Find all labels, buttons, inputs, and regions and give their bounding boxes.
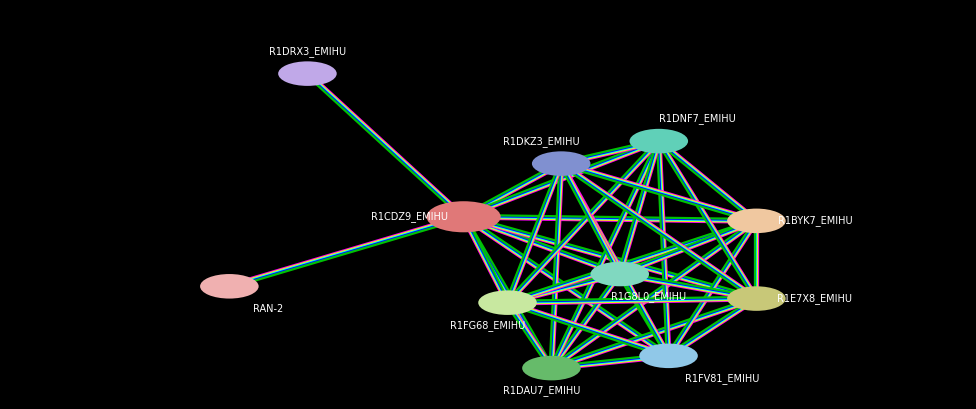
Circle shape [278,61,337,86]
Text: R1G8L0_EMIHU: R1G8L0_EMIHU [612,291,686,302]
Text: R1E7X8_EMIHU: R1E7X8_EMIHU [778,293,852,304]
Text: RAN-2: RAN-2 [254,304,283,314]
Circle shape [200,274,259,299]
Text: R1DNF7_EMIHU: R1DNF7_EMIHU [660,113,736,124]
Text: R1BYK7_EMIHU: R1BYK7_EMIHU [778,216,852,226]
Text: R1FV81_EMIHU: R1FV81_EMIHU [685,373,759,384]
Circle shape [532,151,590,176]
Text: R1DKZ3_EMIHU: R1DKZ3_EMIHU [504,136,580,146]
Circle shape [727,286,786,311]
Text: R1FG68_EMIHU: R1FG68_EMIHU [450,320,526,330]
Circle shape [590,262,649,286]
Circle shape [522,356,581,380]
Circle shape [727,209,786,233]
Circle shape [478,290,537,315]
Circle shape [630,129,688,153]
Text: R1CDZ9_EMIHU: R1CDZ9_EMIHU [372,211,448,222]
Circle shape [427,201,501,232]
Text: R1DRX3_EMIHU: R1DRX3_EMIHU [268,46,346,56]
Circle shape [639,344,698,368]
Text: R1DAU7_EMIHU: R1DAU7_EMIHU [503,385,581,396]
